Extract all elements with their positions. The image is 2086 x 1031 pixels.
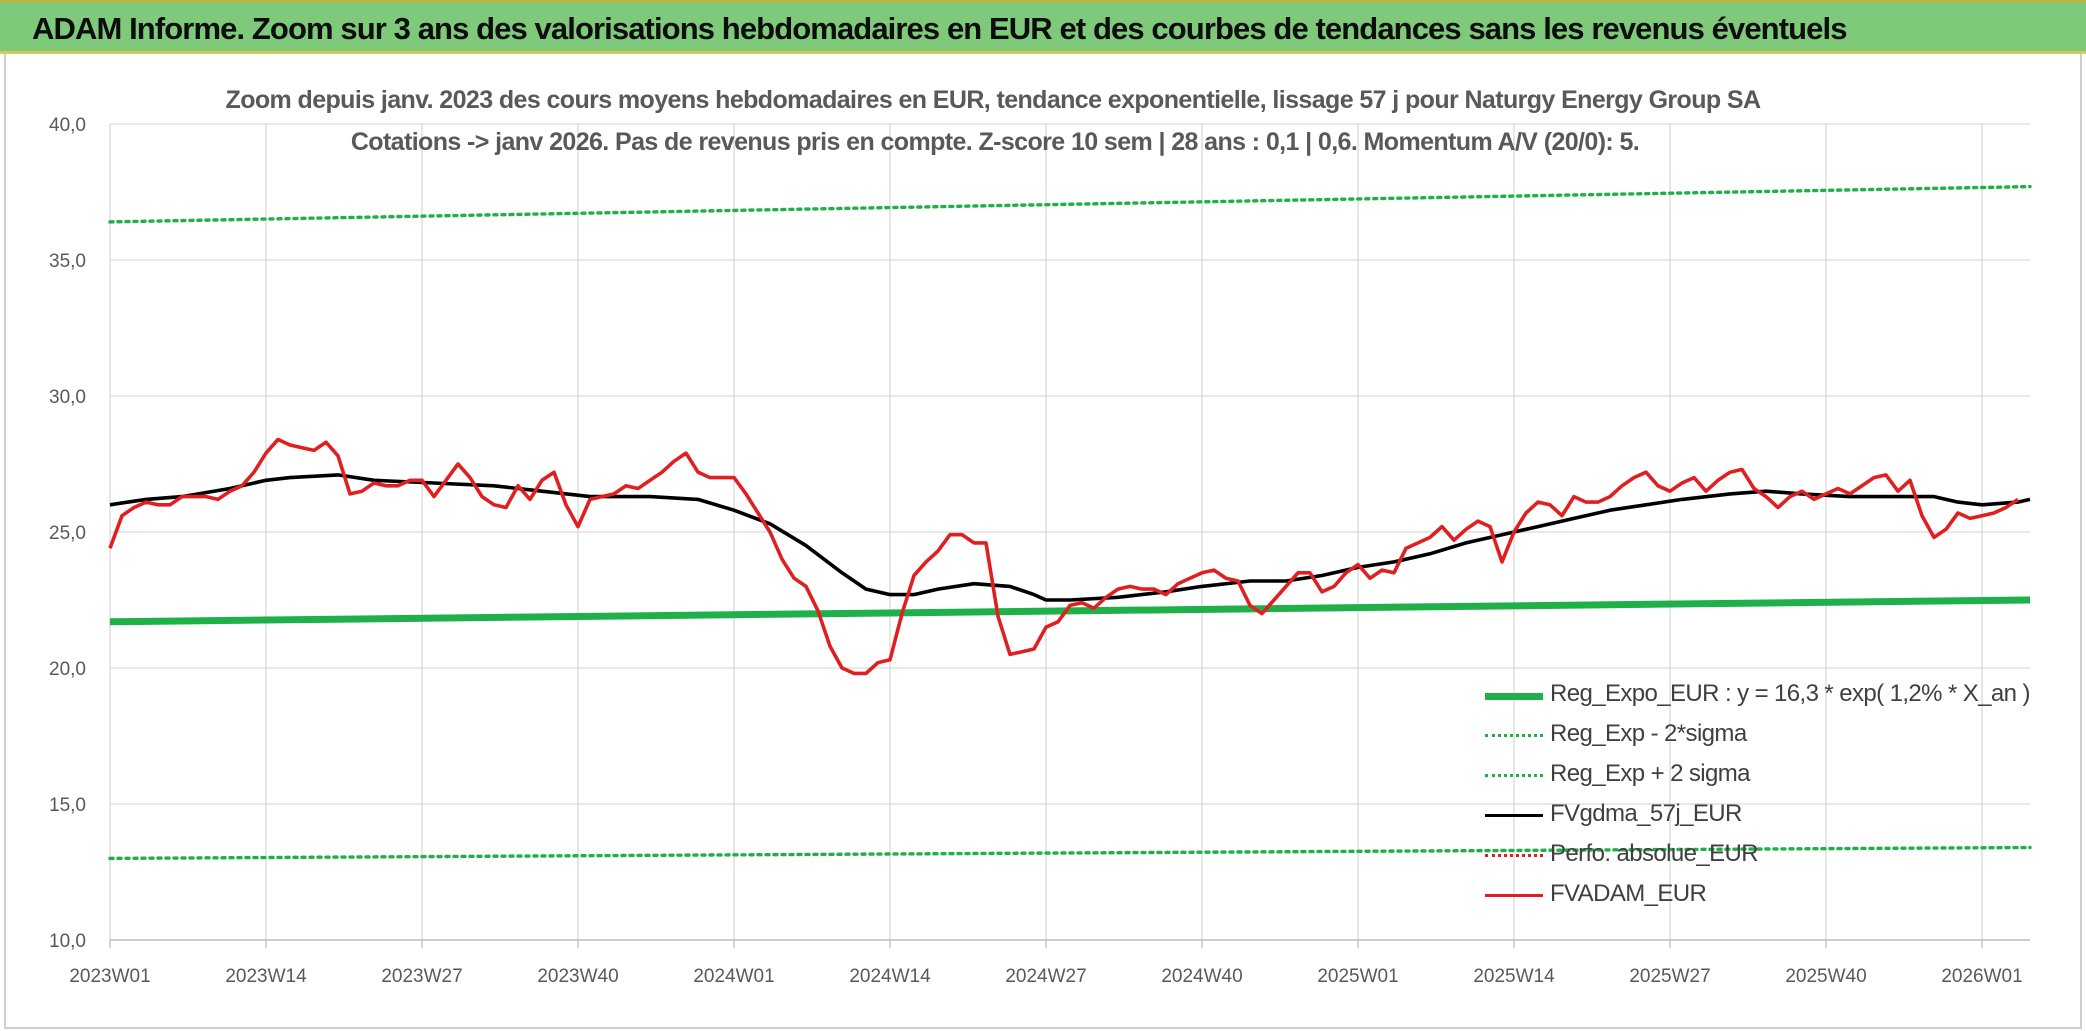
chart-title: Zoom depuis janv. 2023 des cours moyens … [225, 86, 1762, 114]
y-tick-label: 30,0 [49, 387, 86, 408]
series-line-1 [108, 845, 2032, 861]
x-tick-label: 2023W40 [537, 966, 618, 987]
x-tick-label: 2024W27 [1005, 966, 1086, 987]
x-tick-label: 2024W14 [849, 966, 931, 987]
y-tick-label: 20,0 [49, 659, 86, 680]
chart-subtitle: Cotations -> janv 2026. Pas de revenus p… [350, 128, 1640, 156]
legend-label: FVgdma_57j_EUR [1550, 800, 1742, 827]
legend-swatch [1485, 814, 1543, 818]
series-line-2 [108, 184, 2032, 224]
legend-label: FVADAM_EUR [1550, 880, 1707, 907]
series-line-3 [109, 473, 2031, 602]
x-tick-label: 2026W01 [1941, 966, 2022, 987]
legend-swatch [1485, 692, 1543, 700]
series-line-5 [108, 437, 2020, 676]
legend-label: Reg_Exp + 2 sigma [1550, 760, 1751, 787]
x-tick-label: 2025W27 [1629, 966, 1710, 987]
legend-label: Reg_Expo_EUR : y = 16,3 * exp( 1,2% * X_… [1550, 680, 2030, 707]
x-tick-label: 2025W14 [1473, 966, 1555, 987]
y-tick-label: 40,0 [49, 115, 86, 136]
legend-label: Perfo. absolue_EUR [1550, 840, 1759, 867]
legend-swatch [1485, 774, 1543, 778]
x-tick-label: 2025W40 [1785, 966, 1866, 987]
x-tick-label: 2023W14 [225, 966, 307, 987]
chart-frame [4, 54, 2082, 1029]
y-tick-label: 15,0 [49, 795, 86, 816]
x-tick-label: 2024W40 [1161, 966, 1242, 987]
report-title: ADAM Informe. Zoom sur 3 ans des valoris… [32, 11, 1847, 46]
legend-swatch [1485, 854, 1543, 858]
y-tick-label: 35,0 [49, 251, 86, 272]
legend-swatch [1485, 894, 1543, 898]
legend-label: Reg_Exp - 2*sigma [1550, 720, 1747, 747]
x-tick-label: 2024W01 [693, 966, 774, 987]
series-line-0 [109, 596, 2031, 626]
report-banner: ADAM Informe. Zoom sur 3 ans des valoris… [0, 0, 2086, 54]
x-tick-label: 2025W01 [1317, 966, 1398, 987]
y-tick-label: 25,0 [49, 523, 86, 544]
x-tick-label: 2023W01 [69, 966, 150, 987]
x-tick-label: 2023W27 [381, 966, 462, 987]
legend-swatch [1485, 734, 1543, 738]
y-tick-label: 10,0 [49, 931, 86, 952]
